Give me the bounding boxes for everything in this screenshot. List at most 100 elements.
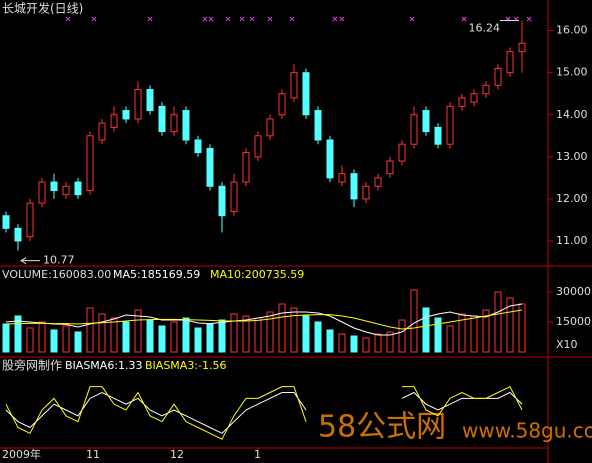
indicator-line (5, 309, 523, 330)
candle-body (86, 135, 94, 191)
volume-bar (170, 321, 178, 353)
volume-bar (2, 323, 10, 353)
y-tick-label: 13.00 (556, 150, 588, 163)
x-tick-label: 12 (170, 448, 184, 461)
volume-bar (182, 317, 190, 353)
y-tick-label: 15.00 (556, 66, 588, 79)
candle-body (206, 147, 214, 187)
volume-bar (314, 321, 322, 353)
volume-bar (278, 303, 286, 353)
volume-bar (86, 307, 94, 353)
volume-bar (374, 333, 382, 353)
volume-bar (158, 325, 166, 353)
legend-entry: MA10:200735.59 (210, 268, 304, 281)
volume-label: VOLUME:160083.00 (2, 268, 111, 281)
volume-bar (506, 297, 514, 353)
candle-body (290, 72, 298, 99)
candle-body (278, 93, 286, 116)
y-tick-label: 30000 (556, 285, 591, 298)
volume-bar (482, 309, 490, 353)
y-tick-label: 15000 (556, 315, 591, 328)
candle-body (422, 110, 430, 133)
volume-bar (62, 325, 70, 353)
volume-bar (386, 331, 394, 353)
volume-bar (326, 329, 334, 353)
candle-body (122, 110, 130, 120)
volume-bar (362, 337, 370, 353)
candle-body (134, 89, 142, 120)
candle-body (26, 202, 34, 238)
volume-bar (26, 327, 34, 353)
volume-bar (134, 309, 142, 353)
candle-body (302, 72, 310, 116)
volume-bar (458, 313, 466, 353)
candle-body (170, 114, 178, 133)
candle-body (326, 139, 334, 179)
volume-bar (398, 319, 406, 353)
candle-body (50, 181, 58, 191)
candle-body (446, 105, 454, 145)
annotation-arrow (20, 257, 27, 265)
candle-body (98, 122, 106, 141)
annotation: 16.24 (469, 22, 501, 35)
candle-body (14, 227, 22, 242)
volume-bar (98, 313, 106, 353)
candle-body (470, 93, 478, 103)
volume-bar (218, 319, 226, 353)
candle-body (410, 114, 418, 145)
chart-title: 长城开发(日线) (2, 1, 83, 16)
volume-bar (494, 291, 502, 353)
volume-bar (422, 307, 430, 353)
x-tick-label: 1 (254, 448, 261, 461)
candle-body (506, 51, 514, 74)
volume-bar (290, 307, 298, 353)
candle-body (218, 185, 226, 217)
legend-entry: BIASMA6:1.33 (65, 359, 143, 372)
volume-bar (410, 289, 418, 353)
candle-body (350, 173, 358, 200)
x-tick-label: 11 (86, 448, 100, 461)
legend-entry: MA5:185169.59 (113, 268, 200, 281)
candle-body (110, 114, 118, 128)
volume-bar (254, 317, 262, 353)
candle-body (158, 105, 166, 133)
volume-bar (110, 317, 118, 353)
candle-body (74, 181, 82, 196)
candle-body (386, 160, 394, 175)
volume-unit: X10 (556, 338, 578, 351)
candle-body (518, 42, 526, 53)
candle-body (494, 67, 502, 86)
candle-body (362, 185, 370, 200)
candle-body (230, 181, 238, 213)
volume-bar (50, 329, 58, 353)
candle-body (266, 118, 274, 137)
candle-body (146, 89, 154, 112)
candle-body (398, 143, 406, 162)
y-tick-label: 12.00 (556, 192, 588, 205)
volume-bar (470, 315, 478, 353)
candle-body (254, 135, 262, 158)
candle-body (182, 110, 190, 141)
indicator-label: 股旁网制作 (2, 358, 62, 373)
watermark-url: www.58gu.com (462, 419, 592, 443)
candle-body (62, 185, 70, 196)
candle-body (434, 126, 442, 145)
candle-body (338, 173, 346, 183)
volume-bar (266, 311, 274, 353)
candle-body (2, 215, 10, 229)
candle-body (458, 97, 466, 107)
volume-bar (38, 321, 46, 353)
candle-body (374, 177, 382, 187)
volume-bar (434, 317, 442, 353)
candle-body (38, 181, 46, 204)
volume-bar (74, 331, 82, 353)
indicator-line (5, 386, 523, 440)
y-tick-label: 11.00 (556, 234, 588, 247)
volume-bar (146, 319, 154, 353)
candle-body (242, 152, 250, 183)
volume-bar (242, 315, 250, 353)
volume-bar (446, 325, 454, 353)
volume-bar (14, 315, 22, 353)
signal-marks (65, 16, 532, 22)
